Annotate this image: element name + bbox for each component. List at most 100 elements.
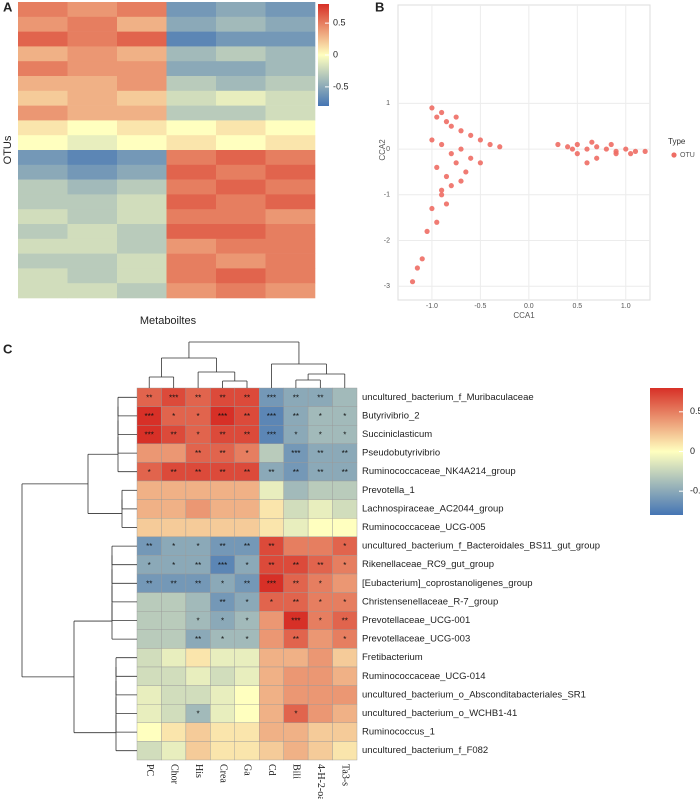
heatmap-cell <box>18 150 68 166</box>
heatmap-cell <box>259 629 284 649</box>
heatmap-cell <box>117 150 167 166</box>
heatmap-cell <box>265 120 316 136</box>
significance: ** <box>219 468 225 477</box>
heatmap-cell <box>117 16 167 32</box>
heatmap-cell <box>166 76 217 92</box>
point <box>569 146 576 152</box>
row-label: Lachnospiraceae_AC2044_group <box>362 503 504 514</box>
heatmap-cell <box>18 268 68 284</box>
heatmap-cell <box>166 224 217 240</box>
heatmap-cell <box>136 611 162 631</box>
heatmap-cell <box>332 480 358 500</box>
heatmap-cell <box>117 46 167 62</box>
significance: * <box>197 431 200 440</box>
point <box>439 141 445 148</box>
heatmap-cell <box>185 666 211 686</box>
significance: ** <box>293 468 299 477</box>
heatmap-cell <box>216 90 266 106</box>
x-tick-label: -1.0 <box>426 303 438 310</box>
legend-swatch <box>671 152 677 158</box>
heatmap-cell <box>332 648 358 668</box>
heatmap-cell <box>332 685 358 705</box>
heatmap-cell <box>18 209 68 225</box>
heatmap-cell <box>216 283 266 299</box>
row-label: uncultured_bacterium_o_Absconditabacteri… <box>362 689 586 700</box>
heatmap-cell <box>216 253 266 269</box>
heatmap-cell <box>283 518 309 538</box>
heatmap-cell <box>210 666 235 686</box>
heatmap-cell <box>307 518 333 538</box>
heatmap-cell <box>332 704 358 724</box>
heatmap-cell <box>18 31 68 47</box>
heatmap-cell <box>161 518 187 538</box>
heatmap-cell <box>185 592 211 612</box>
point <box>443 173 450 180</box>
heatmap-cell <box>265 179 316 195</box>
heatmap-cell <box>161 611 187 631</box>
colorbar <box>318 4 329 106</box>
heatmap-cell <box>117 224 167 240</box>
significance: *** <box>145 412 154 421</box>
point <box>497 144 503 150</box>
significance: * <box>245 635 248 644</box>
heatmap-cell <box>136 666 162 686</box>
row-label: uncultured_bacterium_f_Muribaculaceae <box>362 392 534 403</box>
x-tick-label: 0.0 <box>524 303 534 310</box>
heatmap-cell <box>265 76 316 92</box>
significance: * <box>197 710 200 719</box>
heatmap-cell <box>259 611 284 631</box>
heatmap-cell <box>259 704 284 724</box>
heatmap-cell <box>185 685 211 705</box>
heatmap-cell <box>166 194 217 210</box>
y-tick-label: -3 <box>384 283 390 290</box>
heatmap-cell <box>166 90 217 106</box>
significance: ** <box>244 431 250 440</box>
significance: *** <box>267 412 276 421</box>
heatmap-cell <box>136 722 162 742</box>
significance: * <box>294 431 297 440</box>
point <box>414 265 420 271</box>
heatmap-cell <box>332 518 358 538</box>
heatmap-cell <box>18 76 68 92</box>
significance: ** <box>317 561 323 570</box>
heatmap-cell <box>259 666 284 686</box>
heatmap-cell <box>210 648 235 668</box>
heatmap-cell <box>18 194 68 210</box>
heatmap-cell <box>185 518 211 538</box>
column-label: Chor <box>168 764 179 785</box>
row-label: Rikenellaceae_RC9_gut_group <box>362 559 494 570</box>
heatmap-cell <box>259 685 284 705</box>
column-label: Cd <box>266 764 277 776</box>
heatmap-cell <box>117 253 167 269</box>
significance: ** <box>293 579 299 588</box>
row-label: Pseudobutyrivibrio <box>362 448 440 459</box>
heatmap-cell <box>332 573 358 593</box>
heatmap-cell <box>67 283 118 299</box>
point <box>448 151 454 157</box>
significance: * <box>245 598 248 607</box>
heatmap-cell <box>161 666 187 686</box>
heatmap-cell <box>265 238 316 254</box>
significance: ** <box>171 468 177 477</box>
heatmap-cell <box>234 722 260 742</box>
heatmap-cell <box>67 179 118 195</box>
heatmap-cell <box>210 480 235 500</box>
heatmap-cell <box>18 46 68 62</box>
heatmap-cell <box>265 16 316 32</box>
point <box>443 201 450 207</box>
point <box>409 279 416 285</box>
heatmap-cell <box>265 194 316 210</box>
significance: * <box>270 598 273 607</box>
row-label: Succiniclasticum <box>362 429 432 440</box>
point <box>439 109 445 116</box>
heatmap-cell <box>161 648 187 668</box>
x-tick-label: 1.0 <box>621 303 631 310</box>
heatmap-cell <box>210 704 235 724</box>
heatmap-cell <box>210 499 235 519</box>
heatmap-cell <box>166 105 217 121</box>
point <box>463 169 469 175</box>
significance: ** <box>195 468 201 477</box>
heatmap-cell <box>117 90 167 106</box>
column-label: 4-H-2-oa <box>315 764 326 799</box>
heatmap-cell <box>307 704 333 724</box>
